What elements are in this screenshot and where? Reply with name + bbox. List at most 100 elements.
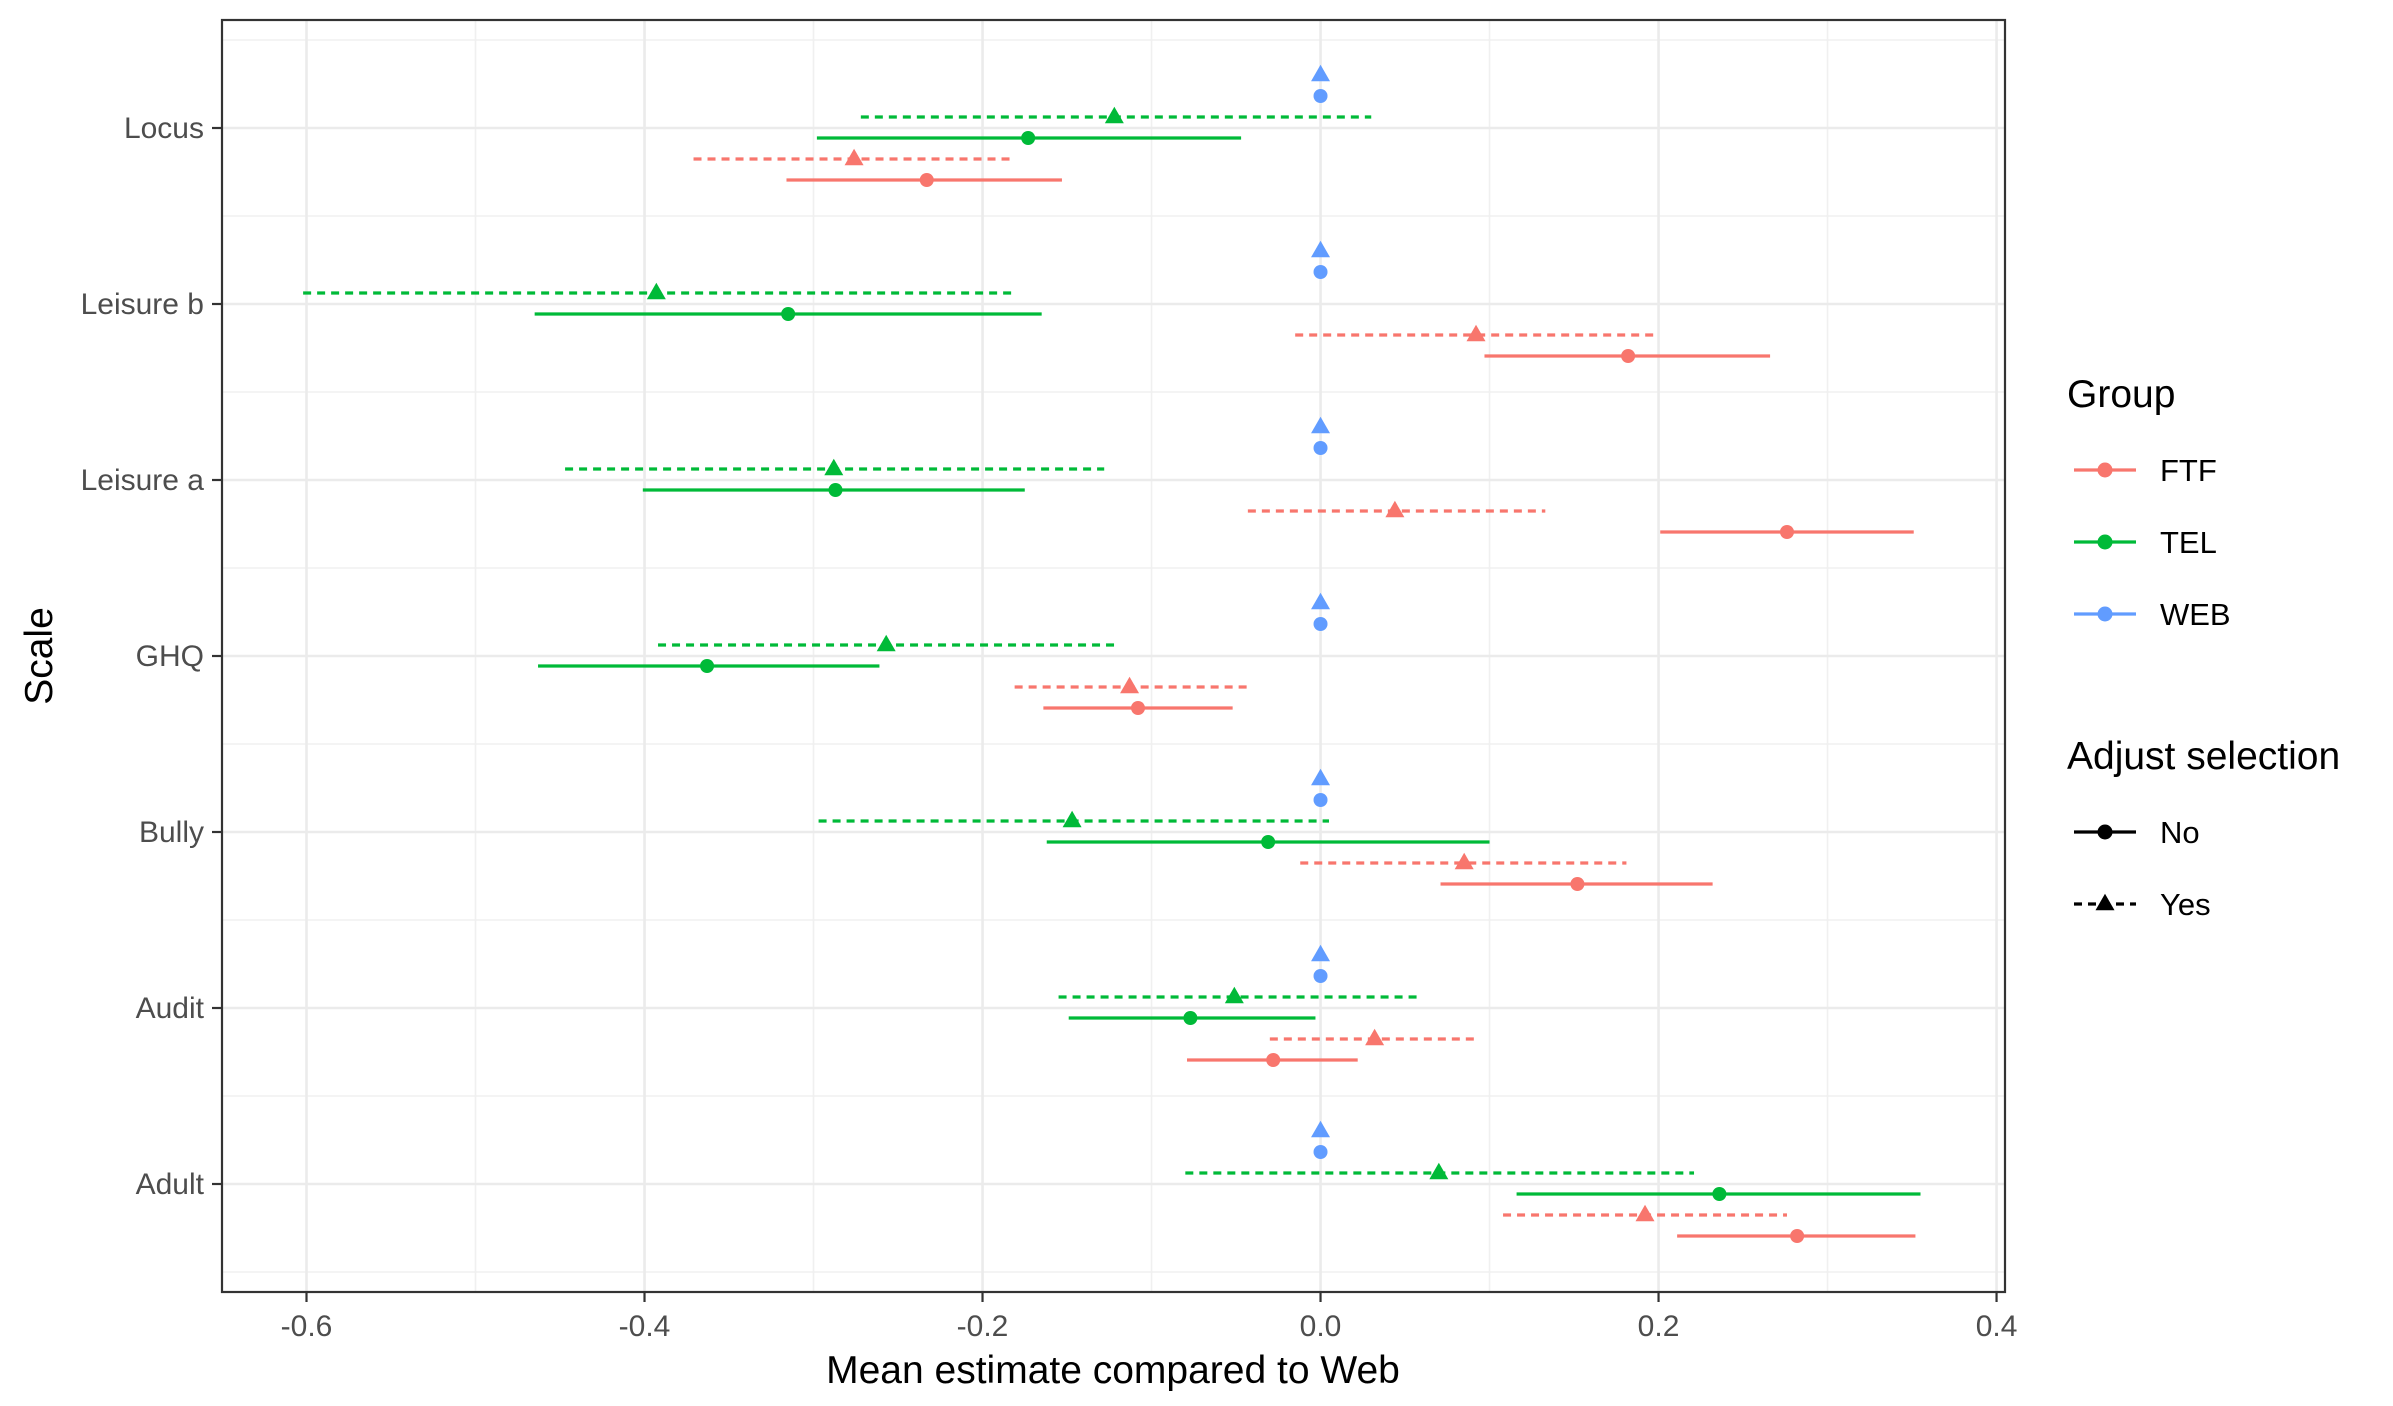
point-circle bbox=[1712, 1187, 1727, 1201]
estimate-tel-yes bbox=[1058, 986, 1422, 1004]
x-tick-label: 0.0 bbox=[1300, 1310, 1342, 1343]
estimate-ftf-no bbox=[786, 173, 1062, 187]
point-circle bbox=[1313, 617, 1328, 631]
legend-key-point bbox=[2097, 462, 2113, 478]
point-circle bbox=[1313, 265, 1328, 279]
point-triangle bbox=[844, 148, 864, 166]
estimate-ftf-yes bbox=[1300, 852, 1627, 870]
legend-item-web: WEB bbox=[2074, 597, 2231, 632]
estimate-tel-no bbox=[816, 131, 1242, 145]
estimate-ftf-yes bbox=[1503, 1204, 1787, 1222]
estimate-web-yes bbox=[1311, 768, 1331, 786]
point-circle bbox=[1313, 969, 1328, 983]
plot-panel bbox=[220, 18, 2007, 1294]
legend-group-keys: FTF TEL WEB bbox=[2074, 453, 2231, 632]
legend-label: No bbox=[2160, 815, 2200, 850]
estimate-ftf-no bbox=[1043, 701, 1233, 715]
estimate-web-yes bbox=[1311, 416, 1331, 434]
point-circle bbox=[1266, 1053, 1281, 1067]
legend-item-tel: TEL bbox=[2074, 525, 2217, 560]
estimate-ftf-no bbox=[1660, 525, 1914, 539]
estimate-web-no bbox=[1313, 89, 1328, 103]
y-axis: Locus Leisure b Leisure a GHQ Bully Audit Adul… bbox=[81, 112, 222, 1201]
legend-item-ftf: FTF bbox=[2074, 453, 2217, 488]
point-circle bbox=[919, 173, 934, 187]
minor-gridlines bbox=[222, 20, 2005, 1292]
x-tick-label: 0.4 bbox=[1976, 1310, 2018, 1343]
legend-item-no: No bbox=[2074, 815, 2200, 850]
estimate-web-yes bbox=[1311, 240, 1331, 258]
estimate-tel-no bbox=[1068, 1011, 1316, 1025]
point-triangle bbox=[1311, 1120, 1331, 1138]
legend-label: TEL bbox=[2160, 525, 2217, 560]
estimate-ftf-yes bbox=[693, 148, 1015, 166]
y-tick-label: Adult bbox=[136, 1168, 205, 1201]
point-triangle bbox=[1311, 768, 1331, 786]
major-gridlines bbox=[222, 20, 2005, 1292]
estimate-web-no bbox=[1313, 969, 1328, 983]
estimate-ftf-no bbox=[1677, 1229, 1916, 1243]
point-circle bbox=[1313, 793, 1328, 807]
point-circle bbox=[781, 307, 796, 321]
x-axis-title: Mean estimate compared to Web bbox=[826, 1349, 1400, 1392]
point-triangle bbox=[1311, 944, 1331, 962]
point-circle bbox=[1779, 525, 1794, 539]
point-triangle bbox=[646, 282, 666, 300]
point-triangle bbox=[1311, 416, 1331, 434]
y-tick-label: Leisure b bbox=[81, 288, 204, 321]
estimate-web-yes bbox=[1311, 1120, 1331, 1138]
point-circle bbox=[1183, 1011, 1198, 1025]
point-triangle bbox=[1635, 1204, 1655, 1222]
estimate-tel-yes bbox=[303, 282, 1017, 300]
point-triangle bbox=[1365, 1028, 1385, 1046]
estimate-web-yes bbox=[1311, 592, 1331, 610]
point-triangle bbox=[1454, 852, 1474, 870]
estimate-web-no bbox=[1313, 265, 1328, 279]
estimate-ftf-yes bbox=[1247, 500, 1546, 518]
estimate-tel-no bbox=[642, 483, 1025, 497]
point-circle bbox=[700, 659, 715, 673]
point-circle bbox=[1621, 349, 1636, 363]
point-circle bbox=[1313, 441, 1328, 455]
estimate-web-yes bbox=[1311, 944, 1331, 962]
legend-key-circle bbox=[2097, 824, 2113, 840]
point-triangle bbox=[1311, 240, 1331, 258]
estimate-ftf-yes bbox=[1295, 324, 1654, 342]
legend-item-yes: Yes bbox=[2074, 887, 2211, 922]
x-tick-label: -0.6 bbox=[281, 1310, 333, 1343]
estimate-ftf-yes bbox=[1014, 676, 1248, 694]
point-triangle bbox=[1120, 676, 1140, 694]
y-tick-label: Audit bbox=[136, 992, 205, 1025]
y-tick-label: Locus bbox=[124, 112, 204, 145]
y-tick-label: Bully bbox=[139, 816, 204, 849]
estimate-web-no bbox=[1313, 441, 1328, 455]
estimate-ftf-no bbox=[1484, 349, 1771, 363]
estimate-ftf-no bbox=[1187, 1053, 1358, 1067]
y-tick-label: GHQ bbox=[136, 640, 204, 673]
point-circle bbox=[1790, 1229, 1805, 1243]
estimate-tel-no bbox=[534, 307, 1042, 321]
point-circle bbox=[1313, 89, 1328, 103]
legend-title-adjust: Adjust selection bbox=[2067, 735, 2340, 778]
estimate-ftf-no bbox=[1440, 877, 1713, 891]
point-circle bbox=[1131, 701, 1146, 715]
estimate-ftf-yes bbox=[1269, 1028, 1480, 1046]
legend-key-triangle bbox=[2095, 893, 2115, 911]
point-triangle bbox=[1466, 324, 1486, 342]
point-triangle bbox=[1224, 986, 1244, 1004]
point-circle bbox=[1570, 877, 1585, 891]
legend-title-group: Group bbox=[2067, 373, 2175, 416]
estimate-web-no bbox=[1313, 793, 1328, 807]
x-tick-label: -0.2 bbox=[957, 1310, 1009, 1343]
legend-label: WEB bbox=[2160, 597, 2231, 632]
estimate-tel-yes bbox=[565, 458, 1105, 476]
point-triangle bbox=[1311, 64, 1331, 82]
estimate-tel-yes bbox=[658, 634, 1118, 652]
data-marks bbox=[303, 64, 1921, 1243]
y-axis-title: Scale bbox=[18, 607, 61, 705]
point-triangle bbox=[1311, 592, 1331, 610]
estimate-web-yes bbox=[1311, 64, 1331, 82]
legend: Group FTF TEL WEB Adjust selection No Yes bbox=[2067, 373, 2340, 922]
estimate-web-no bbox=[1313, 1145, 1328, 1159]
